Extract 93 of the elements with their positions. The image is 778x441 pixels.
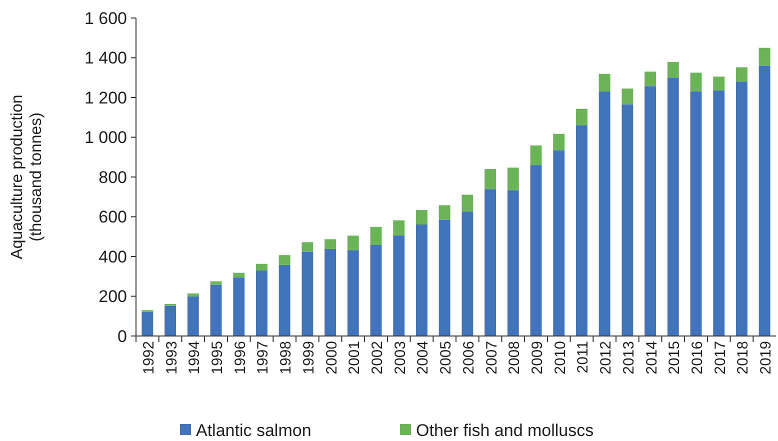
x-tick-label: 2001: [346, 341, 364, 374]
bar: [736, 82, 748, 336]
x-tick-label: 1993: [163, 341, 180, 374]
bar: [438, 220, 450, 336]
x-tick-label: 2008: [506, 341, 524, 374]
bar: [553, 150, 565, 336]
bar: [667, 62, 679, 78]
x-tick-label: 2010: [552, 341, 569, 374]
x-tick-label: 2003: [392, 341, 409, 374]
x-tick-label: 2002: [369, 341, 386, 374]
x-tick-label: 2007: [483, 341, 500, 374]
y-tick-label: 1 200: [84, 88, 127, 108]
bar: [576, 108, 588, 126]
bar: [187, 296, 199, 336]
bar: [690, 91, 702, 336]
bar: [484, 169, 496, 190]
bar: [233, 272, 245, 278]
bar: [302, 252, 314, 336]
bar: [416, 224, 428, 336]
x-tick-label: 1995: [209, 341, 226, 374]
x-tick-label: 2006: [460, 341, 478, 374]
x-tick-label: 2011: [574, 341, 592, 374]
bar: [484, 189, 496, 336]
x-tick-label: 1992: [140, 341, 158, 374]
x-tick-label: 2015: [666, 341, 684, 374]
bar: [210, 284, 222, 336]
bar: [393, 220, 405, 236]
bar: [576, 125, 588, 336]
y-tick-label: 200: [98, 287, 127, 306]
bar: [667, 78, 679, 336]
bar: [622, 88, 634, 104]
bar: [278, 255, 290, 265]
bar: [530, 145, 542, 166]
bar: [462, 194, 474, 212]
bar: [598, 92, 610, 336]
x-tick-label: 2004: [414, 341, 432, 374]
bar: [347, 236, 359, 250]
legend-label: Other fish and molluscs: [416, 420, 594, 440]
bar: [622, 104, 634, 336]
bar: [347, 250, 359, 336]
bar: [462, 212, 474, 336]
bar: [530, 165, 542, 336]
bar: [370, 244, 382, 336]
bar: [256, 270, 268, 336]
bar: [713, 76, 725, 91]
bar: [736, 67, 748, 82]
bar: [324, 248, 336, 336]
bar: [278, 264, 290, 336]
x-tick-label: 1998: [278, 341, 295, 374]
bar: [644, 72, 656, 86]
bar: [370, 226, 382, 245]
x-tick-label: 2005: [438, 341, 455, 374]
bar: [142, 312, 154, 336]
x-tick-label: 1994: [186, 341, 204, 374]
bar: [713, 90, 725, 336]
bar: [598, 74, 610, 92]
x-tick-label: 1999: [300, 341, 318, 374]
bar: [416, 210, 428, 224]
bar: [644, 86, 656, 336]
bar: [164, 306, 176, 336]
bar: [233, 277, 245, 336]
bar: [324, 239, 336, 249]
x-tick-label: 2009: [529, 341, 546, 374]
y-tick-label: 600: [98, 208, 127, 227]
y-tick-label: 800: [98, 168, 127, 187]
bar: [758, 66, 770, 336]
bar: [438, 205, 450, 220]
x-tick-label: 2019: [758, 341, 775, 374]
x-tick-label: 2016: [689, 341, 706, 374]
bar: [690, 72, 702, 92]
y-tick-label: 1 600: [84, 8, 127, 28]
bar: [758, 48, 770, 66]
x-tick-label: 1996: [232, 341, 249, 374]
x-tick-label: 2012: [598, 341, 615, 374]
bar: [553, 134, 565, 150]
y-tick-label: 1 400: [84, 48, 127, 68]
bar: [256, 264, 268, 270]
bar: [302, 242, 314, 252]
x-tick-label: 2000: [323, 341, 340, 374]
y-tick-label: 0: [118, 326, 127, 346]
x-tick-label: 2018: [734, 341, 752, 374]
x-tick-label: 2013: [620, 341, 638, 374]
y-tick-label: 400: [98, 247, 127, 266]
y-axis-title: Aquaculture production (thousand tonnes): [9, 94, 46, 260]
legend-label: Atlantic salmon: [196, 420, 312, 440]
bar: [507, 190, 519, 336]
x-tick-label: 2017: [712, 341, 729, 374]
y-tick-label: 1 000: [84, 128, 127, 148]
bar: [507, 168, 519, 190]
x-tick-label: 2014: [643, 341, 660, 374]
x-tick-label: 1997: [254, 341, 272, 374]
bar: [187, 293, 199, 296]
bar: [393, 235, 405, 336]
